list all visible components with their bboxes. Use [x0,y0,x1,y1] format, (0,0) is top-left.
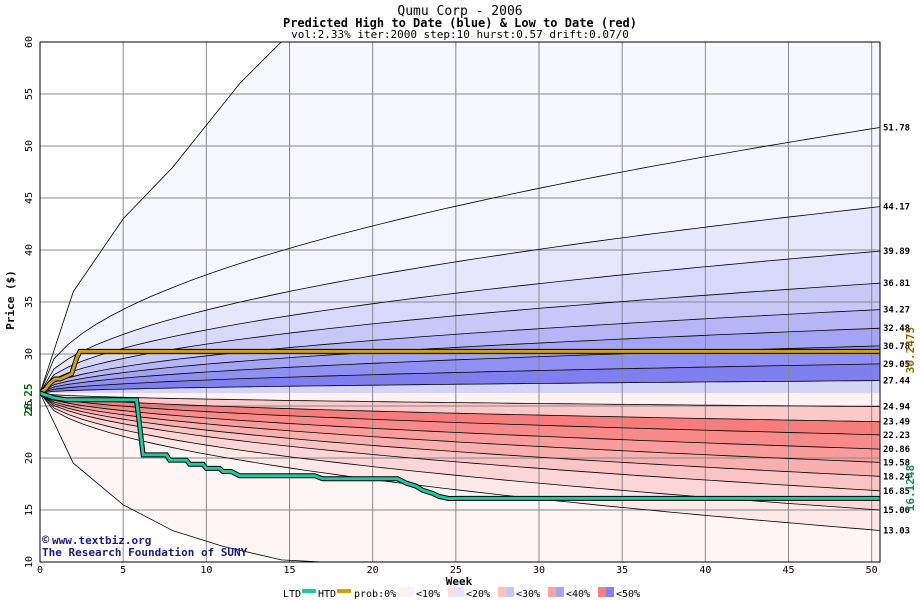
band-end-labels: 51.78 44.17 39.89 36.81 34.27 32.48 30.78 29.05… [883,123,911,536]
chart-legend: LTD HTD prob:0% <10% <20% <30% <40% <50% [283,587,640,600]
x-tick-label: 10 [200,565,212,576]
y-tick-label: 40 [24,244,35,256]
band-end-value-label: 19.58 [883,458,910,468]
legend-bin-label: <10% [416,589,440,600]
legend-bin-label: <30% [516,589,540,600]
chart-title: Qumu Corp - 2006 [397,4,522,19]
band-end-value-label: 51.78 [883,123,910,133]
axis-ticks: 0 5 10 15 20 25 30 35 40 45 50 10 15 20 25 30 35 40 45 50 55… [24,36,878,576]
legend-ltd-label: LTD [283,589,301,600]
band-boundary-line [40,282,880,394]
legend-red-swatch [398,587,406,597]
copyright-icon: © [42,533,50,547]
x-tick-label: 45 [782,565,794,576]
band-end-value-label: 20.86 [883,445,910,455]
legend-blue-swatch [406,587,414,597]
band-end-value-label: 15.00 [883,506,910,516]
y-tick-label: 45 [24,192,35,204]
y-tick-label: 25 [24,400,35,412]
band-end-value-label: 13.03 [883,526,910,536]
band-boundary-line [40,206,880,394]
band-boundary-line [40,380,880,394]
outer-high-line [40,42,282,394]
band-end-value-label: 18.24 [883,472,911,482]
legend-blue-swatch [456,587,464,597]
ltd-line [40,391,880,501]
legend-htd-label: HTD [318,589,336,600]
band-boundary-line [40,392,880,423]
band-end-value-label: 24.94 [883,403,911,413]
x-tick-label: 30 [533,565,545,576]
band-end-value-label: 27.44 [883,377,911,387]
band-boundary-line [40,392,880,436]
x-tick-label: 20 [367,565,379,576]
x-tick-label: 25 [450,565,462,576]
legend-red-swatch [448,587,456,597]
band-boundary-line [40,327,880,394]
legend-prob-label: prob:0% [354,589,396,600]
band-boundary-line [40,309,880,394]
htd-line [40,349,880,395]
band-end-value-label: 30.78 [883,342,910,352]
y-axis-label: Price ($) [4,270,17,330]
high-band-fill [40,380,880,393]
y-tick-label: 30 [24,348,35,360]
credit-org: The Research Foundation of SUNY [42,546,248,559]
x-tick-label: 50 [866,565,878,576]
band-boundary-line [40,127,880,394]
chart-subtitle: Predicted High to Date (blue) & Low to D… [283,16,637,30]
band-end-value-label: 22.23 [883,431,910,441]
legend-red-swatch [598,587,606,597]
band-boundary-line [40,392,880,450]
plot-area [39,41,881,563]
band-boundary-line [40,392,880,463]
start-price-label: 26.25 [22,383,35,416]
band-boundary-line [40,392,880,477]
band-boundary-line [40,363,880,394]
x-tick-label: 0 [37,565,43,576]
legend-blue-swatch [606,587,614,597]
x-tick-label: 40 [699,565,711,576]
legend-bin-label: <50% [616,589,640,600]
x-tick-label: 15 [283,565,295,576]
y-tick-label: 55 [24,88,35,100]
x-tick-label: 5 [120,565,126,576]
band-end-value-label: 23.49 [883,418,910,428]
band-end-value-label: 39.89 [883,247,910,257]
legend-red-swatch [498,587,506,597]
legend-htd-swatch [337,589,351,593]
y-tick-label: 20 [24,452,35,464]
plot-border [39,41,881,563]
legend-blue-swatch [556,587,564,597]
chart-params: vol:2.33% iter:2000 step:10 hurst:0.57 d… [291,28,629,41]
band-end-value-label: 36.81 [883,279,910,289]
legend-bin-label: <20% [466,589,490,600]
x-axis-label: Week [446,575,473,588]
y-tick-label: 60 [24,36,35,48]
legend-red-swatch [548,587,556,597]
band-boundary-line [40,250,880,394]
ltd-end-label: 16.1248 [904,465,917,511]
band-end-value-label: 34.27 [883,306,910,316]
band-end-value-label: 16.85 [883,487,910,497]
low-band-fill [40,393,880,407]
outer-low-line [40,392,323,562]
htd-end-label: 30.2475 [904,327,917,373]
x-tick-label: 35 [616,565,628,576]
credit-url: www.textbiz.org [52,534,151,547]
legend-blue-swatch [506,587,514,597]
band-boundary-line [40,392,880,407]
band-end-value-label: 29.05 [883,360,910,370]
band-boundary-line [40,392,880,492]
legend-ltd-swatch [302,589,316,593]
band-end-value-label: 32.48 [883,324,910,334]
band-boundary-line [40,392,880,531]
band-end-value-label: 44.17 [883,203,910,213]
y-tick-label: 10 [24,556,35,568]
y-tick-label: 35 [24,296,35,308]
legend-bin-label: <40% [566,589,590,600]
y-tick-label: 50 [24,140,35,152]
y-tick-label: 15 [24,504,35,516]
